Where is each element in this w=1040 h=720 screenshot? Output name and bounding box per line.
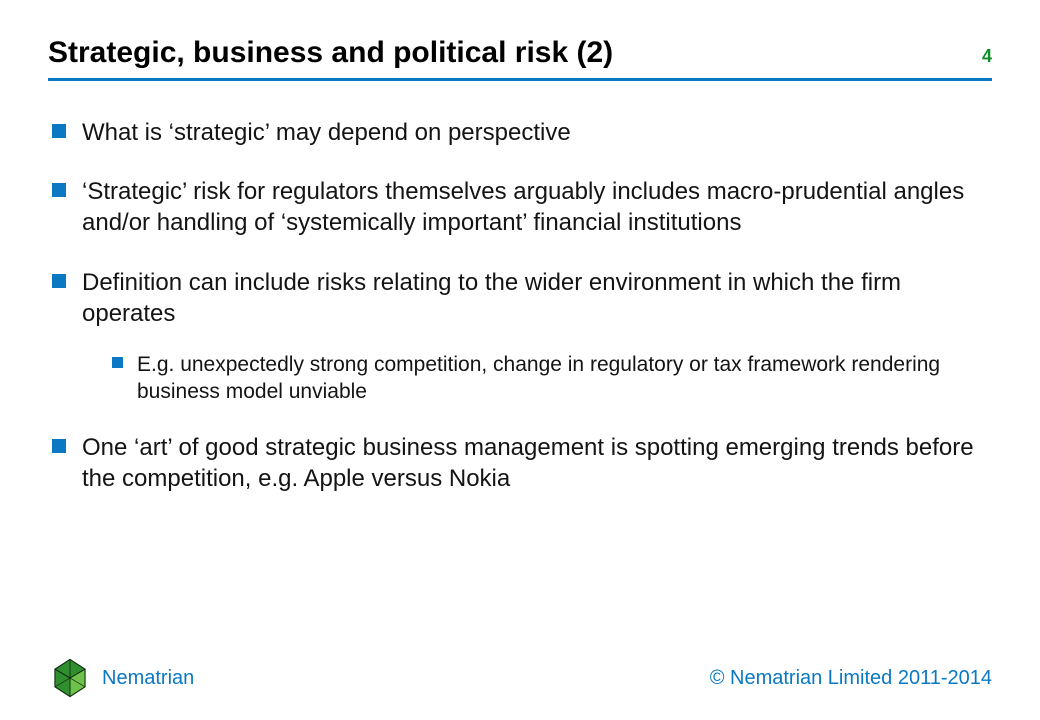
bullet-text: One ‘art’ of good strategic business man… xyxy=(82,432,988,494)
nematrian-logo-icon xyxy=(48,656,92,700)
slide-footer: Nematrian © Nematrian Limited 2011-2014 xyxy=(0,656,1040,700)
bullet-item: What is ‘strategic’ may depend on perspe… xyxy=(52,117,988,148)
slide-title: Strategic, business and political risk (… xyxy=(48,36,613,70)
bullet-item: One ‘art’ of good strategic business man… xyxy=(52,432,988,494)
bullet-text: E.g. unexpectedly strong competition, ch… xyxy=(137,351,988,406)
square-bullet-icon xyxy=(112,357,123,368)
footer-left: Nematrian xyxy=(48,656,194,700)
slide: Strategic, business and political risk (… xyxy=(0,0,1040,720)
bullet-text: What is ‘strategic’ may depend on perspe… xyxy=(82,117,571,148)
bullet-item: Definition can include risks relating to… xyxy=(52,267,988,329)
slide-body: What is ‘strategic’ may depend on perspe… xyxy=(48,81,992,494)
slide-header: Strategic, business and political risk (… xyxy=(48,36,992,81)
copyright-text: © Nematrian Limited 2011-2014 xyxy=(710,667,992,690)
square-bullet-icon xyxy=(52,274,66,288)
bullet-text: Definition can include risks relating to… xyxy=(82,267,988,329)
square-bullet-icon xyxy=(52,124,66,138)
bullet-item: ‘Strategic’ risk for regulators themselv… xyxy=(52,176,988,238)
brand-name: Nematrian xyxy=(102,667,194,690)
square-bullet-icon xyxy=(52,183,66,197)
page-number: 4 xyxy=(982,46,992,67)
bullet-text: ‘Strategic’ risk for regulators themselv… xyxy=(82,176,988,238)
square-bullet-icon xyxy=(52,439,66,453)
sub-bullet-item: E.g. unexpectedly strong competition, ch… xyxy=(112,351,988,406)
